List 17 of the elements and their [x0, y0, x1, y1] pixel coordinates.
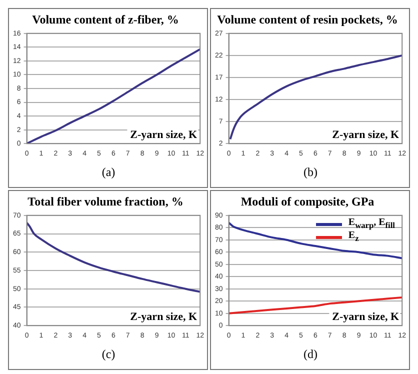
- x-axis-title: Z-yarn size, K: [130, 128, 198, 141]
- line-series: [228, 296, 402, 314]
- x-axis-title: Z-yarn size, K: [332, 128, 400, 141]
- chart-title: Volume content of z-fiber, %: [32, 12, 179, 26]
- text: (b): [302, 165, 318, 180]
- chart-title: Volume content of resin pockets, %: [217, 12, 398, 26]
- chart-title: Total fiber volume fraction, %: [28, 194, 184, 208]
- x-axis-title: Z-yarn size, K: [130, 310, 198, 323]
- text: (a): [100, 165, 116, 180]
- line-series: [26, 222, 200, 293]
- text: (c): [100, 347, 116, 362]
- legend-label: E$_{warp}$, E$_{fill}$: [348, 217, 395, 230]
- x-axis-title: Z-yarn size, K: [332, 310, 400, 323]
- line-series: [229, 54, 402, 140]
- text: (d): [302, 347, 318, 362]
- chart-title: Moduli of composite, GPa: [240, 194, 374, 208]
- legend-label: E$_{z}$: [348, 230, 359, 243]
